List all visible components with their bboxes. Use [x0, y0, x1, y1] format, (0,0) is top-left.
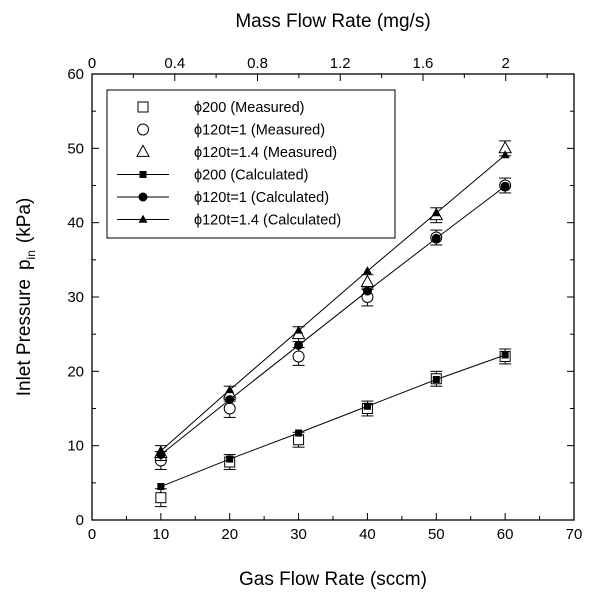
x2-tick-label: 0.4 [164, 55, 185, 72]
legend-label: ϕ120t=1 (Measured) [194, 123, 325, 139]
legend-marker [136, 144, 150, 157]
series-layer [154, 140, 512, 508]
legend-label: ϕ120t=1.4 (Measured) [194, 145, 337, 161]
data-point [226, 455, 234, 463]
legend-marker [138, 214, 148, 223]
y-axis-title-symbol: p [14, 259, 35, 270]
series-5 [156, 150, 510, 455]
data-point [360, 274, 375, 288]
y-tick-label: 50 [67, 140, 84, 157]
data-point [292, 350, 305, 363]
legend-marker [138, 192, 148, 202]
y-axis-title-unit: (kPa) [14, 198, 35, 243]
legend-marker [137, 123, 149, 136]
legend-marker [139, 171, 147, 178]
legend-box [106, 89, 396, 239]
series-4 [156, 181, 510, 460]
legend-label: ϕ120t=1.4 (Calculated) [194, 213, 341, 229]
data-point [432, 376, 440, 384]
x-tick-label: 60 [497, 526, 514, 543]
data-point [431, 233, 441, 243]
x-tick-label: 30 [290, 526, 307, 543]
x2-tick-label: 0 [88, 55, 96, 72]
series-3 [157, 351, 509, 491]
x-tick-label: 40 [359, 526, 376, 543]
data-point [157, 483, 165, 491]
x-tick-label: 10 [153, 526, 170, 543]
x2-tick-label: 0.8 [247, 55, 268, 72]
y-axis-title-text: Inlet Pressure [14, 279, 35, 396]
x2-tick-label: 2 [502, 55, 510, 72]
legend-label: ϕ200 (Measured) [194, 100, 304, 116]
y-tick-label: 10 [67, 438, 84, 455]
data-point [223, 402, 236, 415]
series-line [160, 185, 506, 455]
series-line [160, 154, 506, 452]
series-line [160, 354, 506, 488]
x-tick-label: 20 [221, 526, 238, 543]
x2-tick-label: 1.2 [330, 55, 351, 72]
x-tick-label: 50 [428, 526, 445, 543]
legend-label: ϕ200 (Calculated) [194, 168, 309, 184]
data-point [294, 340, 304, 350]
data-point [363, 402, 371, 410]
x2-tick-label: 1.6 [413, 55, 434, 72]
y-axis-title-subscript: in [24, 250, 38, 259]
data-point [431, 208, 441, 217]
data-point [295, 429, 303, 437]
data-point [294, 325, 304, 334]
legend-label: ϕ120t=1 (Calculated) [194, 190, 329, 206]
data-point [362, 266, 372, 275]
legend-marker [137, 101, 149, 113]
data-point [225, 395, 235, 405]
y-tick-label: 30 [67, 289, 84, 306]
y-tick-label: 60 [67, 66, 84, 83]
y-axis-title: Inlet Pressure pin (kPa) [14, 198, 38, 397]
data-point [155, 492, 167, 504]
y-tick-label: 20 [67, 363, 84, 380]
data-point [225, 385, 235, 394]
x-axis-title: Gas Flow Rate (sccm) [239, 569, 427, 590]
y-tick-label: 0 [76, 512, 84, 529]
legend: ϕ200 (Measured) ϕ120t=1 (Measured) ϕ120t=1… [106, 89, 396, 239]
x-tick-label: 0 [88, 526, 96, 543]
plot-frame [91, 73, 575, 521]
y-tick-label: 40 [67, 215, 84, 232]
data-point [501, 351, 509, 359]
data-point [156, 446, 166, 455]
data-point [500, 150, 510, 159]
data-point [362, 286, 372, 296]
top-axis-title: Mass Flow Rate (mg/s) [235, 11, 430, 32]
data-point [500, 181, 510, 191]
x-tick-label: 70 [566, 526, 583, 543]
